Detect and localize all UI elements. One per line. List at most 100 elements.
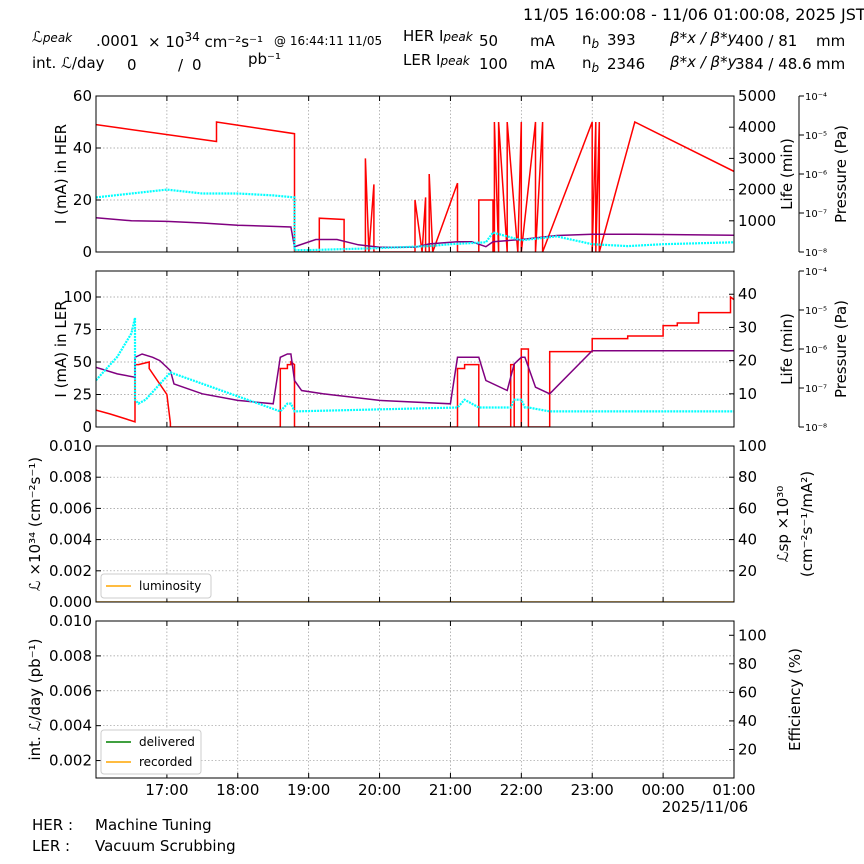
lumi-ytick-label: 0.008	[49, 468, 92, 486]
intlumi-ytick-label: 0.010	[49, 612, 92, 630]
lumi-ytick-label: 0.000	[49, 593, 92, 611]
ler-ipeak-label: LER Ipeak	[403, 51, 470, 69]
lumi-ytick-right-label: 60	[738, 499, 757, 517]
ler-frame	[95, 270, 735, 428]
her-ytick-right-label: 4000	[738, 118, 776, 136]
ler-ytick-label: 25	[73, 386, 92, 404]
ler-pressure-tick-label: 10⁻⁷	[805, 384, 827, 395]
lumi-ytick-right-label: 20	[738, 562, 757, 580]
lpeak-label: ℒpeak	[32, 28, 73, 46]
intlumi-ytick-label: 0.008	[49, 647, 92, 665]
x-tick-label: 01:00	[712, 781, 755, 799]
lumi-ytick-right-label: 100	[738, 437, 767, 455]
ler-beta-unit: mm	[816, 55, 846, 73]
intlumi-ytick-label: 0.002	[49, 752, 92, 770]
lumi-ytick-label: 0.006	[49, 499, 92, 517]
intlumi-ytick-right-label: 40	[738, 712, 757, 730]
ler-ipeak-unit: mA	[530, 55, 555, 73]
her-ytick-right-label: 1000	[738, 212, 776, 230]
intlumi-ytick-right-label: 60	[738, 683, 757, 701]
lpeak-time: @ 16:44:11 11/05	[274, 34, 383, 48]
intlumi-ytick-label: 0.004	[49, 717, 92, 735]
her-ylabel-right: Life (min)	[778, 138, 796, 210]
intlumi-ylabel: int. ℒ/day (pb⁻¹)	[26, 639, 44, 761]
lumi-frame	[95, 445, 735, 603]
intlumi-ytick-right-label: 100	[738, 626, 767, 644]
her-ytick-right-label: 2000	[738, 181, 776, 199]
her-current-line	[96, 120, 734, 252]
x-tick-label: 00:00	[641, 781, 684, 799]
her-pressure-line	[96, 188, 734, 252]
ler-nb-value: 2346	[607, 55, 646, 73]
x-tick-label: 21:00	[429, 781, 472, 799]
ler-ipeak-value: 100	[479, 55, 508, 73]
int-lumi-unit: pb⁻¹	[248, 50, 281, 68]
ler-ytick-right-label: 10	[738, 385, 757, 403]
her-ylabel: I (mA) in HER	[52, 124, 70, 224]
ler-ytick-right-label: 20	[738, 352, 757, 370]
intlumi-ylabel-right: Efficiency (%)	[786, 648, 804, 751]
her-pressure-tick-label: 10⁻⁶	[805, 170, 827, 181]
int-lumi-sep: /	[178, 56, 184, 74]
her-ytick-label: 20	[73, 191, 92, 209]
her-ytick-label: 0	[82, 243, 92, 261]
ler-beta-value: 384 / 48.6	[735, 55, 812, 73]
intlumi-legend-label: delivered	[139, 735, 195, 749]
ler-life-line	[96, 349, 734, 405]
lumi-ytick-right-label: 40	[738, 531, 757, 549]
ler-ytick-label: 0	[82, 418, 92, 436]
ler-nb-label: nb	[582, 54, 600, 75]
ler-current-line	[96, 295, 734, 427]
x-tick-label: 19:00	[287, 781, 330, 799]
int-lumi-value1: 0	[127, 56, 137, 74]
lumi-ytick-label: 0.004	[49, 531, 92, 549]
lumi-ylabel: ℒ ×10³⁴ (cm⁻²s⁻¹)	[26, 457, 44, 591]
her-ytick-label: 60	[73, 87, 92, 105]
her-frame	[95, 95, 735, 253]
intlumi-ytick-label: 0.006	[49, 682, 92, 700]
x-tick-label: 22:00	[500, 781, 543, 799]
footer-her-status: Machine Tuning	[95, 816, 212, 834]
her-ytick-label: 40	[73, 139, 92, 157]
her-pressure-tick-label: 10⁻⁷	[805, 209, 827, 220]
her-beta-label: β*x / β*y	[670, 29, 737, 47]
x-tick-label: 18:00	[216, 781, 259, 799]
lumi-ytick-label: 0.010	[49, 437, 92, 455]
her-ipeak-value: 50	[479, 32, 499, 50]
her-beta-unit: mm	[816, 32, 846, 50]
her-nb-value: 393	[607, 31, 636, 49]
her-nb-label: nb	[582, 30, 600, 51]
lumi-legend-box	[100, 573, 212, 599]
lumi-ytick-right-label: 80	[738, 468, 757, 486]
lpeak-unit: × 1034 cm⁻²s⁻¹	[148, 30, 264, 51]
x-date-label: 2025/11/06	[662, 798, 748, 816]
ler-pressure-tick-label: 10⁻⁸	[805, 423, 827, 434]
ler-ytick-label: 100	[63, 288, 92, 306]
her-pressure-tick-label: 10⁻⁸	[805, 248, 827, 259]
intlumi-frame	[95, 620, 735, 779]
ler-ylabel-right2: Pressure (Pa)	[832, 300, 850, 398]
ler-ytick-right-label: 30	[738, 318, 757, 336]
her-ylabel-right2: Pressure (Pa)	[832, 125, 850, 223]
her-pressure-tick-label: 10⁻⁴	[805, 92, 827, 103]
ler-ylabel: I (mA) in LER	[52, 300, 70, 397]
lumi-legend-label: luminosity	[139, 579, 201, 593]
intlumi-ytick-right-label: 80	[738, 655, 757, 673]
ler-ytick-label: 50	[73, 353, 92, 371]
ler-pressure-line	[96, 317, 734, 413]
lumi-ytick-label: 0.002	[49, 562, 92, 580]
int-lumi-value2: 0	[192, 56, 202, 74]
x-tick-label: 17:00	[145, 781, 188, 799]
her-ipeak-unit: mA	[530, 32, 555, 50]
ler-ylabel-right: Life (min)	[778, 313, 796, 385]
ler-ytick-label: 75	[73, 321, 92, 339]
intlumi-ytick-right-label: 20	[738, 740, 757, 758]
int-lumi-label: int. ℒ/day	[32, 54, 105, 72]
her-beta-value: 400 / 81	[735, 32, 798, 50]
lpeak-value: .0001	[96, 32, 139, 50]
lumi-ylabel-right: ℒsp ×10³⁰	[774, 486, 792, 563]
her-pressure-tick-label: 10⁻⁵	[805, 131, 827, 142]
x-tick-label: 23:00	[571, 781, 614, 799]
footer-her-label: HER :	[32, 816, 74, 834]
